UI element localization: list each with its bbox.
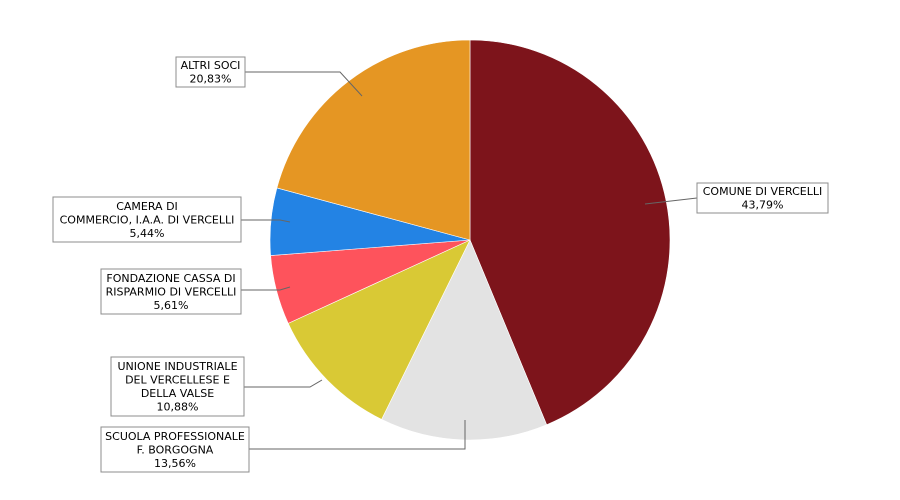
slice-label-box-5 (52, 196, 242, 243)
slice-label-3-line-2: DEL VERCELLESE E (125, 374, 230, 387)
slice-label-4-line-2: RISPARMIO DI VERCELLI (106, 285, 237, 298)
leader-line-6 (245, 71, 363, 97)
slice-label-3-line-4: 10,88% (157, 401, 199, 414)
slice-label-3-line-3: DELLA VALSE (141, 387, 214, 400)
leader-line-5 (241, 219, 291, 223)
slice-label-1-line-2: 43,79% (742, 199, 784, 212)
leader-line-4 (241, 286, 291, 291)
slice-label-2-line-3: 13,56% (154, 457, 196, 470)
slice-label-6-line-1: ALTRI SOCI (181, 59, 241, 72)
leader-line-2 (249, 420, 466, 450)
slice-label-box-6 (175, 56, 246, 88)
slice-label-6-line-2: 20,83% (190, 73, 232, 86)
slice-label-2-line-2: F. BORGOGNA (137, 443, 214, 456)
slice-label-box-1 (696, 182, 829, 214)
slice-label-4-line-1: FONDAZIONE CASSA DI (106, 272, 235, 285)
slice-label-4-line-3: 5,61% (154, 299, 189, 312)
slice-label-box-2 (100, 426, 250, 473)
slice-label-5-line-1: CAMERA DI (116, 200, 178, 213)
pie-slice-1 (469, 39, 671, 426)
leader-line-1 (644, 197, 698, 205)
pie-slice-3 (287, 239, 471, 420)
slice-label-box-3 (110, 356, 245, 417)
pie-slice-2 (381, 239, 548, 441)
pie-slices (269, 39, 671, 441)
slice-label-5-line-3: 5,44% (130, 227, 165, 240)
slice-label-1-line-1: COMUNE DI VERCELLI (703, 185, 822, 198)
slice-label-3-line-1: UNIONE INDUSTRIALE (117, 360, 237, 373)
slice-label-box-4 (100, 268, 242, 315)
leader-line-3 (244, 379, 323, 388)
slice-label-5-line-2: COMMERCIO, I.A.A. DI VERCELLI (60, 213, 235, 226)
leader-lines (241, 71, 698, 450)
slice-label-2-line-1: SCUOLA PROFESSIONALE (105, 430, 245, 443)
